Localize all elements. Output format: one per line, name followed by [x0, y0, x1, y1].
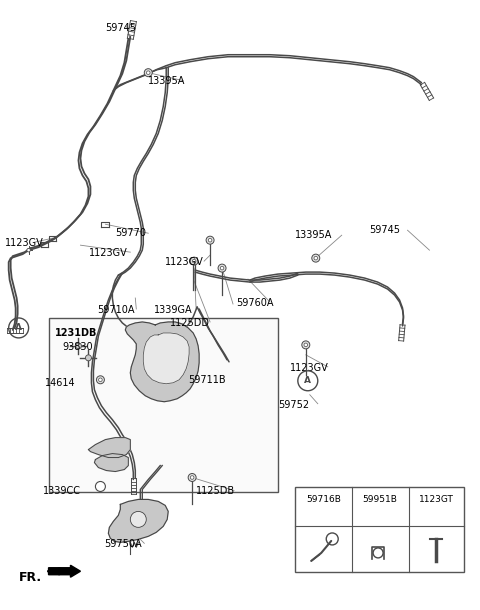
Text: 13395A: 13395A: [148, 76, 186, 85]
Text: FR.: FR.: [19, 571, 42, 584]
Circle shape: [130, 511, 146, 528]
Text: 59710A: 59710A: [97, 305, 135, 315]
Text: 1125DB: 1125DB: [196, 486, 235, 497]
Text: 59716B: 59716B: [306, 495, 341, 504]
Circle shape: [191, 476, 194, 479]
Text: 93830: 93830: [62, 342, 93, 352]
Text: 1339GA: 1339GA: [154, 305, 193, 315]
Circle shape: [188, 473, 196, 481]
Text: A: A: [15, 323, 22, 332]
Text: 1123GV: 1123GV: [165, 257, 204, 267]
Text: 59750A: 59750A: [104, 539, 142, 550]
Text: 59711B: 59711B: [188, 375, 226, 385]
Circle shape: [206, 236, 214, 244]
Text: 1339CC: 1339CC: [43, 486, 81, 497]
Text: 59770: 59770: [115, 228, 146, 239]
Circle shape: [314, 256, 318, 260]
Text: 13395A: 13395A: [295, 230, 332, 240]
Text: 1123GT: 1123GT: [419, 495, 454, 504]
Circle shape: [220, 267, 224, 270]
Polygon shape: [95, 454, 128, 472]
Circle shape: [312, 254, 320, 262]
Circle shape: [96, 481, 106, 492]
Bar: [295, 487, 464, 572]
Circle shape: [304, 343, 308, 346]
Circle shape: [144, 69, 152, 77]
Text: 1123GV: 1123GV: [89, 248, 128, 258]
Polygon shape: [144, 333, 189, 384]
Polygon shape: [108, 500, 168, 542]
Text: 59951B: 59951B: [363, 495, 397, 504]
Circle shape: [98, 378, 102, 382]
Text: 14614: 14614: [45, 378, 75, 388]
Text: 1123GV: 1123GV: [290, 363, 329, 373]
Text: 1125DD: 1125DD: [170, 318, 210, 328]
Circle shape: [146, 71, 150, 74]
Bar: [48, 318, 278, 492]
Circle shape: [302, 341, 310, 349]
Circle shape: [85, 355, 91, 361]
Circle shape: [218, 264, 226, 272]
FancyArrow shape: [48, 565, 81, 577]
Text: 59760A: 59760A: [236, 298, 274, 308]
Circle shape: [192, 259, 196, 263]
Text: 1231DB: 1231DB: [55, 328, 97, 338]
Circle shape: [96, 376, 104, 384]
Polygon shape: [88, 437, 130, 458]
Circle shape: [208, 239, 212, 242]
Text: A: A: [304, 376, 312, 386]
Text: 1123GV: 1123GV: [5, 238, 43, 248]
Text: 59745: 59745: [106, 23, 136, 33]
Polygon shape: [125, 322, 199, 402]
Circle shape: [190, 257, 198, 265]
Text: 59752: 59752: [278, 400, 309, 410]
Circle shape: [27, 248, 30, 252]
Circle shape: [75, 343, 82, 349]
Text: 59745: 59745: [370, 225, 401, 235]
